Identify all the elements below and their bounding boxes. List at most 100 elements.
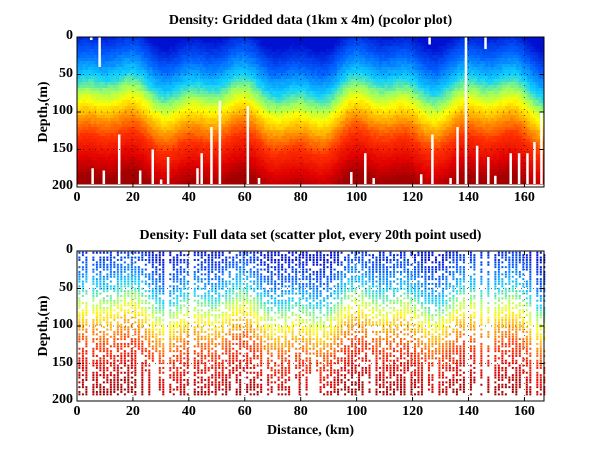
heatmap-cell bbox=[121, 124, 126, 128]
heatmap-cell bbox=[191, 172, 195, 176]
heatmap-cell bbox=[141, 115, 145, 119]
heatmap-cell bbox=[169, 61, 173, 65]
heatmap-cell bbox=[113, 178, 117, 182]
heatmap-cell bbox=[239, 136, 243, 140]
heatmap-cell bbox=[116, 88, 120, 92]
heatmap-cell bbox=[228, 55, 232, 59]
heatmap-cell bbox=[197, 109, 201, 113]
heatmap-cell bbox=[96, 43, 100, 47]
heatmap-cell bbox=[141, 139, 145, 143]
heatmap-cell bbox=[180, 145, 184, 149]
heatmap-cell bbox=[186, 127, 190, 131]
heatmap-cell bbox=[186, 61, 190, 65]
heatmap-cell bbox=[211, 172, 215, 176]
heatmap-cell bbox=[219, 124, 223, 128]
heatmap-cell bbox=[96, 61, 100, 65]
heatmap-cell bbox=[102, 115, 106, 119]
heatmap-cell bbox=[155, 43, 159, 47]
heatmap-cell bbox=[144, 148, 148, 152]
heatmap-cell bbox=[169, 85, 173, 89]
heatmap-cell bbox=[149, 136, 154, 140]
heatmap-cell bbox=[169, 76, 173, 80]
heatmap-cell bbox=[149, 163, 154, 167]
heatmap-cell bbox=[166, 43, 170, 47]
heatmap-cell bbox=[247, 169, 251, 173]
heatmap-cell bbox=[96, 91, 100, 95]
heatmap-cell bbox=[216, 139, 221, 143]
heatmap-cell bbox=[208, 94, 212, 98]
heatmap-cell bbox=[163, 103, 167, 107]
heatmap-cell bbox=[169, 169, 173, 173]
heatmap-cell bbox=[197, 85, 201, 89]
heatmap-cell bbox=[144, 49, 148, 53]
heatmap-cell bbox=[222, 52, 226, 56]
heatmap-cell bbox=[233, 40, 237, 44]
heatmap-cell bbox=[216, 64, 221, 68]
heatmap-cell bbox=[113, 166, 117, 170]
heatmap-cell bbox=[113, 118, 117, 122]
heatmap-cell bbox=[208, 91, 212, 95]
heatmap-cell bbox=[230, 76, 235, 80]
heatmap-cell bbox=[186, 115, 190, 119]
heatmap-cell bbox=[250, 103, 254, 107]
heatmap-cell bbox=[236, 139, 240, 143]
heatmap-cell bbox=[138, 88, 142, 92]
heatmap-cell bbox=[188, 169, 193, 173]
heatmap-cell bbox=[194, 118, 198, 122]
heatmap-cell bbox=[241, 40, 246, 44]
heatmap-cell bbox=[93, 94, 98, 98]
heatmap-cell bbox=[180, 58, 184, 62]
heatmap-cell bbox=[118, 40, 123, 44]
heatmap-cell bbox=[174, 91, 179, 95]
heatmap-cell bbox=[172, 145, 176, 149]
heatmap-cell bbox=[247, 43, 251, 47]
heatmap-cell bbox=[174, 55, 179, 59]
heatmap-cell bbox=[230, 145, 235, 149]
heatmap-cell bbox=[236, 88, 240, 92]
heatmap-cell bbox=[113, 169, 117, 173]
heatmap-cell bbox=[241, 82, 246, 86]
heatmap-cell bbox=[253, 142, 257, 146]
heatmap-cell bbox=[186, 121, 190, 125]
heatmap-cell bbox=[228, 121, 232, 125]
heatmap-cell bbox=[163, 88, 167, 92]
heatmap-cell bbox=[93, 97, 98, 101]
heatmap-cell bbox=[202, 61, 207, 65]
heatmap-cell bbox=[146, 151, 151, 155]
heatmap-cell bbox=[107, 64, 112, 68]
heatmap-cell bbox=[197, 112, 201, 116]
heatmap-cell bbox=[138, 121, 142, 125]
heatmap-cell bbox=[155, 181, 159, 185]
heatmap-cell bbox=[146, 70, 151, 74]
heatmap-cell bbox=[225, 148, 229, 152]
heatmap-cell bbox=[88, 94, 92, 98]
heatmap-cell bbox=[228, 58, 232, 62]
heatmap-cell bbox=[239, 175, 243, 179]
heatmap-cell bbox=[253, 178, 257, 182]
heatmap-cell bbox=[127, 145, 131, 149]
heatmap-cell bbox=[160, 118, 165, 122]
heatmap-cell bbox=[124, 118, 128, 122]
heatmap-cell bbox=[191, 166, 195, 170]
heatmap-cell bbox=[250, 118, 254, 122]
heatmap-cell bbox=[233, 100, 237, 104]
heatmap-cell bbox=[186, 169, 190, 173]
heatmap-cell bbox=[152, 73, 156, 77]
heatmap-cell bbox=[102, 49, 106, 53]
heatmap-cell bbox=[233, 109, 237, 113]
heatmap-cell bbox=[166, 142, 170, 146]
heatmap-cell bbox=[172, 139, 176, 143]
heatmap-cell bbox=[216, 61, 221, 65]
heatmap-cell bbox=[253, 118, 257, 122]
heatmap-cell bbox=[244, 82, 249, 86]
heatmap-cell bbox=[82, 169, 86, 173]
heatmap-cell bbox=[230, 148, 235, 152]
heatmap-cell bbox=[118, 85, 123, 89]
heatmap-cell bbox=[200, 139, 204, 143]
heatmap-cell bbox=[138, 49, 142, 53]
heatmap-cell bbox=[155, 151, 159, 155]
heatmap-cell bbox=[96, 67, 100, 71]
heatmap-cell bbox=[250, 151, 254, 155]
heatmap-cell bbox=[110, 169, 114, 173]
heatmap-cell bbox=[124, 169, 128, 173]
